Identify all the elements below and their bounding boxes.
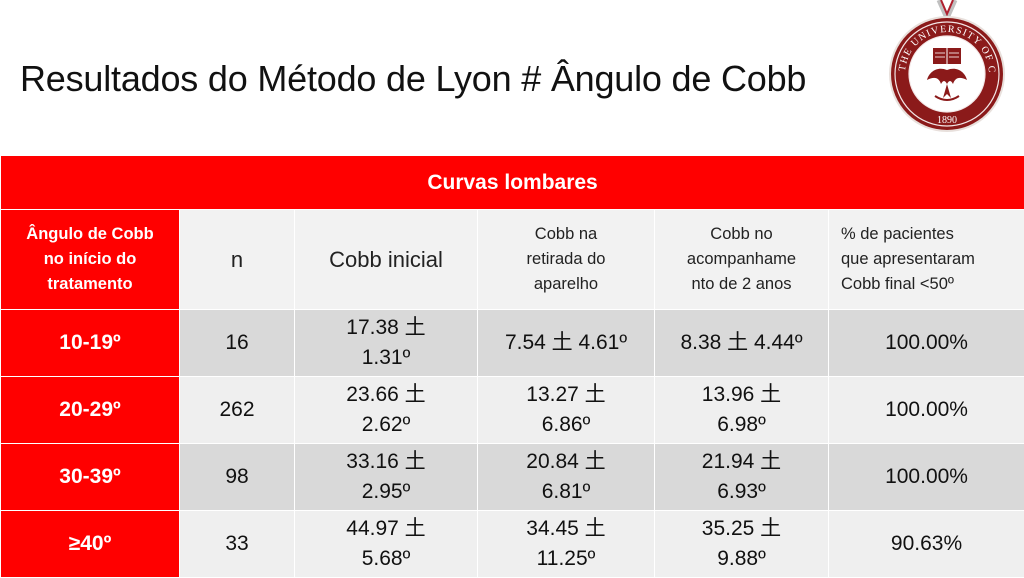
row-range-label: 20-29º	[1, 377, 180, 444]
table-row: ≥40º 33 44.97 土 5.68º 34.45 土 11.25º 35.…	[1, 511, 1024, 578]
cell-percent: 100.00%	[829, 377, 1024, 444]
table-row: 10-19º 16 17.38 土 1.31º 7.54 土 4.61º 8.3…	[1, 310, 1024, 377]
cell-cobb-removal: 34.45 土 11.25º	[478, 511, 655, 578]
header-cobb-removal: Cobb na retirada do aparelho	[478, 210, 655, 310]
table-row: 20-29º 262 23.66 土 2.62º 13.27 土 6.86º 1…	[1, 377, 1024, 444]
header-cobb-followup: Cobb no acompanhame nto de 2 anos	[655, 210, 829, 310]
header-cobb-start: Ângulo de Cobb no início do tratamento	[1, 210, 180, 310]
cell-cobb-initial: 17.38 土 1.31º	[295, 310, 478, 377]
cell-n: 33	[180, 511, 295, 578]
slide-title: Resultados do Método de Lyon # Ângulo de…	[20, 58, 806, 100]
cell-percent: 100.00%	[829, 310, 1024, 377]
cell-cobb-initial: 44.97 土 5.68º	[295, 511, 478, 578]
results-table: Curvas lombares Ângulo de Cobb no início…	[0, 155, 1024, 578]
cell-percent: 100.00%	[829, 444, 1024, 511]
cell-cobb-removal: 13.27 土 6.86º	[478, 377, 655, 444]
cell-cobb-removal: 20.84 土 6.81º	[478, 444, 655, 511]
row-range-label: 10-19º	[1, 310, 180, 377]
cell-cobb-removal: 7.54 土 4.61º	[478, 310, 655, 377]
cell-n: 16	[180, 310, 295, 377]
row-range-label: 30-39º	[1, 444, 180, 511]
header-n: n	[180, 210, 295, 310]
cell-cobb-followup: 21.94 土 6.93º	[655, 444, 829, 511]
table-banner: Curvas lombares	[1, 156, 1024, 210]
cell-cobb-followup: 8.38 土 4.44º	[655, 310, 829, 377]
university-seal-logo: THE UNIVERSITY OF CHICAGO 1890	[885, 0, 1009, 140]
cell-cobb-followup: 35.25 土 9.88º	[655, 511, 829, 578]
cell-percent: 90.63%	[829, 511, 1024, 578]
header-percent-patients: % de pacientes que apresentaram Cobb fin…	[829, 210, 1024, 310]
cell-n: 262	[180, 377, 295, 444]
header-cobb-initial: Cobb inicial	[295, 210, 478, 310]
row-range-label: ≥40º	[1, 511, 180, 578]
cell-n: 98	[180, 444, 295, 511]
svg-text:1890: 1890	[937, 115, 957, 126]
cell-cobb-initial: 23.66 土 2.62º	[295, 377, 478, 444]
cell-cobb-followup: 13.96 土 6.98º	[655, 377, 829, 444]
table-header-row: Ângulo de Cobb no início do tratamento n…	[1, 210, 1024, 310]
cell-cobb-initial: 33.16 土 2.95º	[295, 444, 478, 511]
table-row: 30-39º 98 33.16 土 2.95º 20.84 土 6.81º 21…	[1, 444, 1024, 511]
